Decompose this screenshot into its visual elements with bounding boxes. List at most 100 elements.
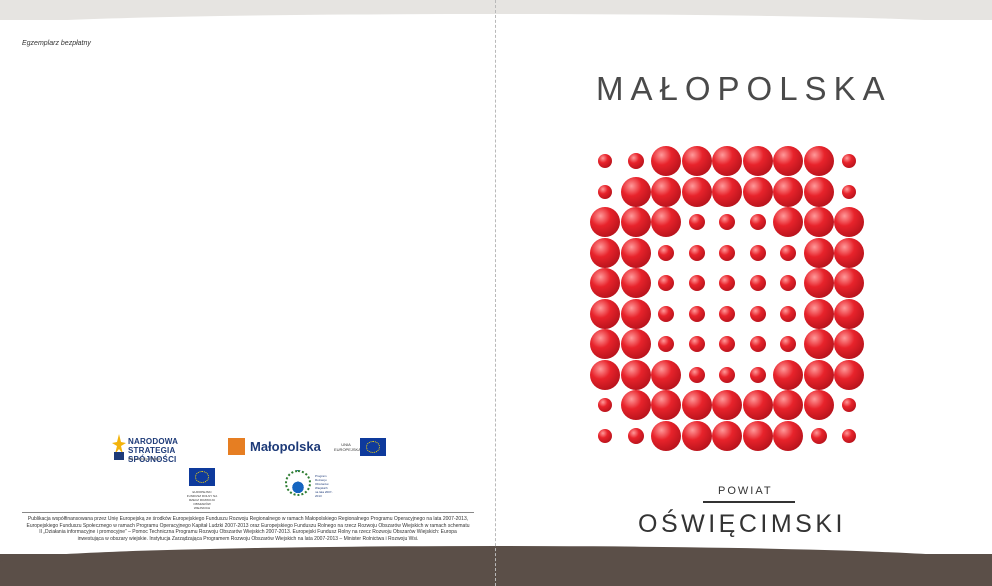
prow-logo: Program Rozwoju Obszarów Wiejskich na la… [285,468,335,498]
emblem-dot [842,154,856,168]
emblem-dot [773,207,803,237]
malopolska-logo: Małopolska [228,438,321,456]
emblem-dot [719,244,735,261]
emblem-dot [749,244,766,261]
emblem-dot [749,366,766,383]
subtitle-underline [703,501,795,503]
emblem-dot [773,390,803,420]
emblem-dot [749,214,766,230]
emblem-dot [780,305,796,322]
nss-logo: NARODOWA STRATEGIA SPÓJNOŚCI dla rozwoju… [110,434,220,464]
malopolska-emblem-icon [228,438,245,455]
emblem-dot [658,275,674,291]
emblem-dot [842,184,856,199]
emblem-dot [803,237,834,268]
emblem-dot [651,359,681,390]
emblem-dot [590,298,620,329]
emblem-dot [590,268,620,298]
sponsor-logos-row: NARODOWA STRATEGIA SPÓJNOŚCI dla rozwoju… [110,434,400,464]
emblem-dot [773,420,803,451]
emblem-dot [749,275,766,291]
emblem-dot [598,154,612,168]
emblem-dot [834,207,864,237]
emblem-dot [681,390,712,420]
emblem-dot [658,336,674,352]
emblem-dot [719,366,735,383]
emblem-dot [651,390,681,420]
emblem-dot [620,237,651,268]
emblem-dot [742,390,773,420]
emblem-dot [620,329,651,359]
emblem-dot [803,207,834,237]
emblem-dot [620,176,651,207]
emblem-dot [681,420,712,451]
emblem-dot [590,237,620,268]
emblem-dot [658,305,674,322]
eafrd-logo: EUROPEJSKI FUNDUSZ ROLNY NA RZECZ ROZWOJ… [185,468,219,510]
top-band [0,0,992,26]
emblem-dot [598,398,612,412]
cover-subtitle-large: OŚWIĘCIMSKI [638,510,846,538]
emblem-dot [803,176,834,207]
cover-subtitle-small: POWIAT [718,485,773,497]
nss-star-icon [112,434,126,460]
emblem-dot [803,146,834,176]
emblem-dot [773,146,803,176]
nss-wordmark: NARODOWA STRATEGIA SPÓJNOŚCI [128,437,179,464]
emblem-dot [688,275,705,291]
emblem-dot [712,176,742,207]
free-copy-label: Egzemplarz bezpłatny [22,40,91,47]
emblem-dot [842,428,856,443]
emblem-dot [780,275,796,291]
emblem-dot [803,359,834,390]
emblem-dot [651,207,681,237]
emblem-dot [688,336,705,352]
emblem-dot [598,428,612,443]
emblem-dot [712,146,742,176]
emblem-dot [803,298,834,329]
emblem-dot [834,268,864,298]
eu-label: UNIA EUROPEJSKA [334,442,361,452]
emblem-dot [842,398,856,412]
prow-emblem-icon [285,470,311,496]
emblem-dot [749,336,766,352]
emblem-dot [834,237,864,268]
emblem-dot [803,268,834,298]
emblem-dot [719,214,735,230]
emblem-dot [719,275,735,291]
emblem-dot [651,176,681,207]
cover-title: MAŁOPOLSKA [596,70,892,107]
emblem-dot [620,359,651,390]
emblem-dot [712,390,742,420]
bottom-band [0,546,992,586]
funding-disclaimer: Publikacja współfinansowana przez Unię E… [26,516,470,542]
emblem-dot [627,153,644,169]
emblem-dot [681,146,712,176]
emblem-dot [658,244,674,261]
emblem-dot [780,244,796,261]
emblem-dot [688,305,705,322]
dot-grid-emblem [590,146,896,451]
emblem-dot [773,176,803,207]
emblem-dot [620,298,651,329]
emblem-dot [780,336,796,352]
emblem-dot [712,420,742,451]
emblem-dot [719,336,735,352]
emblem-dot [651,420,681,451]
divider-line [22,512,474,513]
emblem-dot [688,366,705,383]
spine-fold-line [495,0,496,586]
emblem-dot [688,244,705,261]
emblem-dot [620,268,651,298]
emblem-dot [834,329,864,359]
emblem-dot [834,298,864,329]
emblem-dot [773,359,803,390]
emblem-dot [590,329,620,359]
emblem-dot [590,207,620,237]
prow-caption: Program Rozwoju Obszarów Wiejskich na la… [315,474,333,498]
emblem-dot [651,146,681,176]
eafrd-caption: EUROPEJSKI FUNDUSZ ROLNY NA RZECZ ROZWOJ… [186,490,218,510]
emblem-dot [719,305,735,322]
eu-logo: UNIA EUROPEJSKA [334,436,394,458]
